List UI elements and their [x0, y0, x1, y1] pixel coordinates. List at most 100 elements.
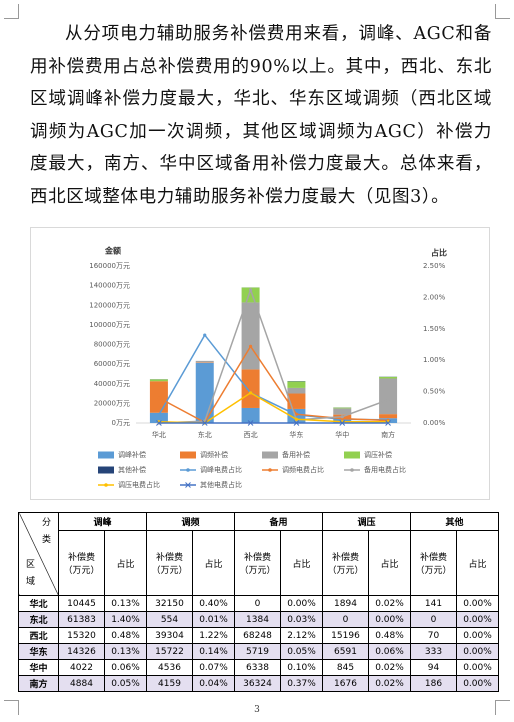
data-cell: 1676 [322, 675, 369, 692]
bar-segment [379, 376, 398, 379]
point-marker [386, 398, 390, 402]
data-cell: 6338 [234, 659, 281, 676]
data-cell: 0.02% [368, 675, 411, 692]
region-cell: 东北 [18, 611, 59, 628]
data-cell: 0.10% [280, 659, 323, 676]
data-cell: 0 [410, 611, 457, 628]
point-marker [340, 415, 344, 419]
region-cell: 华东 [18, 643, 59, 660]
data-cell: 0.00% [456, 659, 499, 676]
legend-swatch [268, 468, 272, 472]
bar-segment [195, 362, 214, 423]
corner-bottom-label: 区域 [24, 559, 34, 593]
point-marker [201, 420, 208, 426]
data-row: 华东 14326 0.13% 15722 0.14% 5719 0.05% 6591 0.06%… [18, 643, 499, 660]
legend-label: 其他补偿 [118, 465, 146, 474]
data-cell: 0.02% [368, 595, 411, 612]
data-cell: 0.06% [104, 659, 147, 676]
legend-label: 其他电费占比 [200, 480, 242, 489]
data-cell: 0.48% [368, 627, 411, 644]
subheader: 占比 [192, 530, 235, 596]
data-cell: 0.00% [456, 627, 499, 644]
data-row: 东北 61383 1.40% 554 0.01% 1384 0.03% 0 0.00% 0 0.00… [18, 611, 499, 628]
data-cell: 10445 [58, 595, 105, 612]
subheader: 占比 [368, 530, 411, 596]
crop-mark [495, 4, 510, 19]
data-cell: 0.13% [104, 643, 147, 660]
legend-label: 调频补偿 [200, 450, 228, 459]
data-cell: 0.02% [368, 659, 411, 676]
data-cell: 15722 [146, 643, 193, 660]
data-row: 华中 4022 0.06% 4536 0.07% 6338 0.10% 845 0.02% 94 0… [18, 659, 499, 676]
bar-segment [195, 362, 214, 363]
data-table: 分类 区域 调峰 调频 备用 调压 其他 补偿费 （万元） 占比 补偿费 （万元） 占比 补偿费 （万… [18, 512, 499, 692]
data-cell: 4536 [146, 659, 193, 676]
data-cell: 0.14% [192, 643, 235, 660]
y-tick-label: 100000万元 [89, 321, 130, 329]
y2-tick-label: 2.00% [423, 293, 446, 301]
data-cell: 141 [410, 595, 457, 612]
subheader: 补偿费 （万元） [234, 530, 281, 596]
subheader: 补偿费 （万元） [146, 530, 193, 596]
bar-segment [241, 287, 260, 303]
data-cell: 0.01% [192, 611, 235, 628]
y-tick-label: 20000万元 [94, 399, 130, 407]
y-tick-label: 60000万元 [94, 360, 130, 368]
point-marker [385, 420, 391, 426]
point-marker [294, 412, 299, 416]
data-cell: 94 [410, 659, 457, 676]
y-tick-label: 80000万元 [94, 341, 130, 349]
subheader: 补偿费 （万元） [410, 530, 457, 596]
subheader: 占比 [280, 530, 323, 596]
data-cell: 4884 [58, 675, 105, 692]
point-marker [247, 420, 254, 426]
data-cell: 1894 [322, 595, 369, 612]
point-marker [157, 396, 161, 400]
crop-mark [4, 700, 19, 715]
paragraph: 从分项电力辅助服务补偿费用来看，调峰、AGC和备用补偿费用占总补偿费用的90%以… [30, 24, 492, 207]
data-cell: 845 [322, 659, 369, 676]
y-tick-label: 140000万元 [89, 282, 130, 290]
subheader: 补偿费 （万元） [322, 530, 369, 596]
data-cell: 0.05% [104, 675, 147, 692]
data-cell: 15196 [322, 627, 369, 644]
point-marker [248, 391, 253, 395]
region-cell: 华中 [18, 659, 59, 676]
y-axis-title: 金额 [104, 246, 121, 256]
bar-segment [241, 302, 260, 370]
bar-segment [287, 387, 306, 394]
legend-swatch [185, 482, 191, 488]
data-cell: 0.40% [192, 595, 235, 612]
x-tick-label: 华东 [289, 430, 303, 439]
data-cell: 70 [410, 627, 457, 644]
data-cell: 0 [234, 595, 281, 612]
bar-segment [149, 379, 168, 382]
legend-label: 备用电费占比 [364, 465, 406, 474]
point-marker [294, 417, 299, 421]
legend-swatch [98, 466, 114, 474]
legend-label: 调压电费占比 [118, 480, 160, 489]
legend-swatch [180, 451, 196, 459]
bar-segment [379, 378, 398, 415]
chart-frame: 金额 占比 0万元 20000万元 40000万元 60000万元 80000万元 10000… [30, 227, 490, 500]
data-cell: 4022 [58, 659, 105, 676]
data-cell: 61383 [58, 611, 105, 628]
y-tick-label: 40000万元 [94, 380, 130, 388]
data-cell: 0.37% [280, 675, 323, 692]
point-marker [339, 420, 346, 426]
data-cell: 36324 [234, 675, 281, 692]
chart: 金额 占比 0万元 20000万元 40000万元 60000万元 80000万元 10000… [89, 246, 447, 490]
legend-label: 调压补偿 [364, 450, 392, 459]
legend-swatch [186, 468, 190, 472]
data-cell: 0.00% [456, 675, 499, 692]
point-marker [293, 420, 300, 426]
point-marker [157, 413, 161, 417]
data-cell: 0.00% [456, 611, 499, 628]
data-cell: 6591 [322, 643, 369, 660]
data-cell: 0.48% [104, 627, 147, 644]
data-cell: 1384 [234, 611, 281, 628]
y2-axis-title: 占比 [431, 248, 447, 258]
y2-tick-label: 1.00% [423, 356, 446, 364]
x-tick-label: 南方 [381, 430, 395, 439]
